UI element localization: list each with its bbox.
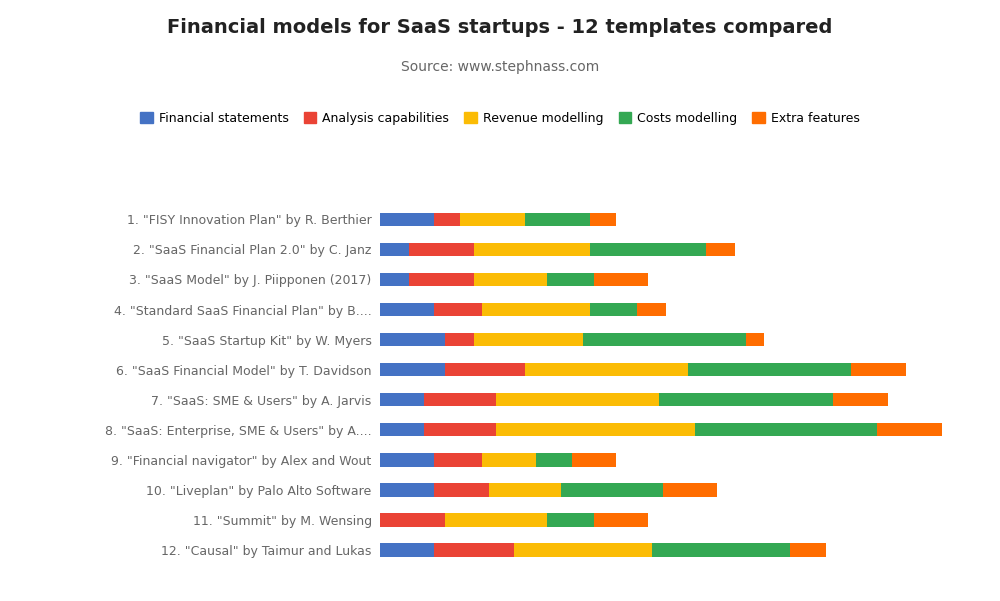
Bar [547, 273, 594, 286]
Bar [590, 303, 637, 316]
Bar [474, 243, 590, 256]
Bar [434, 213, 460, 226]
Bar [525, 363, 688, 376]
Bar [489, 483, 561, 496]
Bar [688, 363, 851, 376]
Bar [536, 453, 572, 466]
Bar [583, 333, 746, 346]
Bar [525, 213, 590, 226]
Bar [877, 423, 942, 436]
Bar [572, 453, 616, 466]
Bar [434, 303, 482, 316]
Bar [460, 213, 525, 226]
Text: Source: www.stephnass.com: Source: www.stephnass.com [401, 60, 599, 74]
Bar [594, 273, 648, 286]
Bar [695, 423, 877, 436]
Bar [380, 513, 445, 526]
Bar [594, 513, 648, 526]
Bar [380, 273, 409, 286]
Bar [445, 513, 547, 526]
Bar [380, 393, 424, 406]
Bar [663, 483, 717, 496]
Bar [380, 213, 434, 226]
Bar [409, 273, 474, 286]
Bar [790, 543, 826, 557]
Bar [380, 483, 434, 496]
Bar [652, 543, 790, 557]
Bar [380, 363, 445, 376]
Bar [445, 333, 474, 346]
Bar [380, 333, 445, 346]
Bar [706, 243, 735, 256]
Bar [482, 303, 590, 316]
Bar [590, 243, 706, 256]
Legend: Financial statements, Analysis capabilities, Revenue modelling, Costs modelling,: Financial statements, Analysis capabilit… [136, 108, 864, 129]
Bar [424, 423, 496, 436]
Bar [496, 393, 659, 406]
Bar [851, 363, 906, 376]
Bar [561, 483, 663, 496]
Bar [424, 393, 496, 406]
Bar [434, 483, 489, 496]
Bar [482, 453, 536, 466]
Bar [380, 453, 434, 466]
Bar [445, 363, 525, 376]
Bar [659, 393, 833, 406]
Bar [496, 423, 695, 436]
Bar [637, 303, 666, 316]
Bar [474, 273, 547, 286]
Bar [380, 423, 424, 436]
Text: Financial models for SaaS startups - 12 templates compared: Financial models for SaaS startups - 12 … [167, 18, 833, 37]
Bar [380, 543, 434, 557]
Bar [434, 543, 514, 557]
Bar [547, 513, 594, 526]
Bar [833, 393, 888, 406]
Bar [474, 333, 583, 346]
Bar [380, 303, 434, 316]
Bar [380, 243, 409, 256]
Bar [590, 213, 616, 226]
Bar [514, 543, 652, 557]
Bar [409, 243, 474, 256]
Bar [434, 453, 482, 466]
Bar [746, 333, 764, 346]
